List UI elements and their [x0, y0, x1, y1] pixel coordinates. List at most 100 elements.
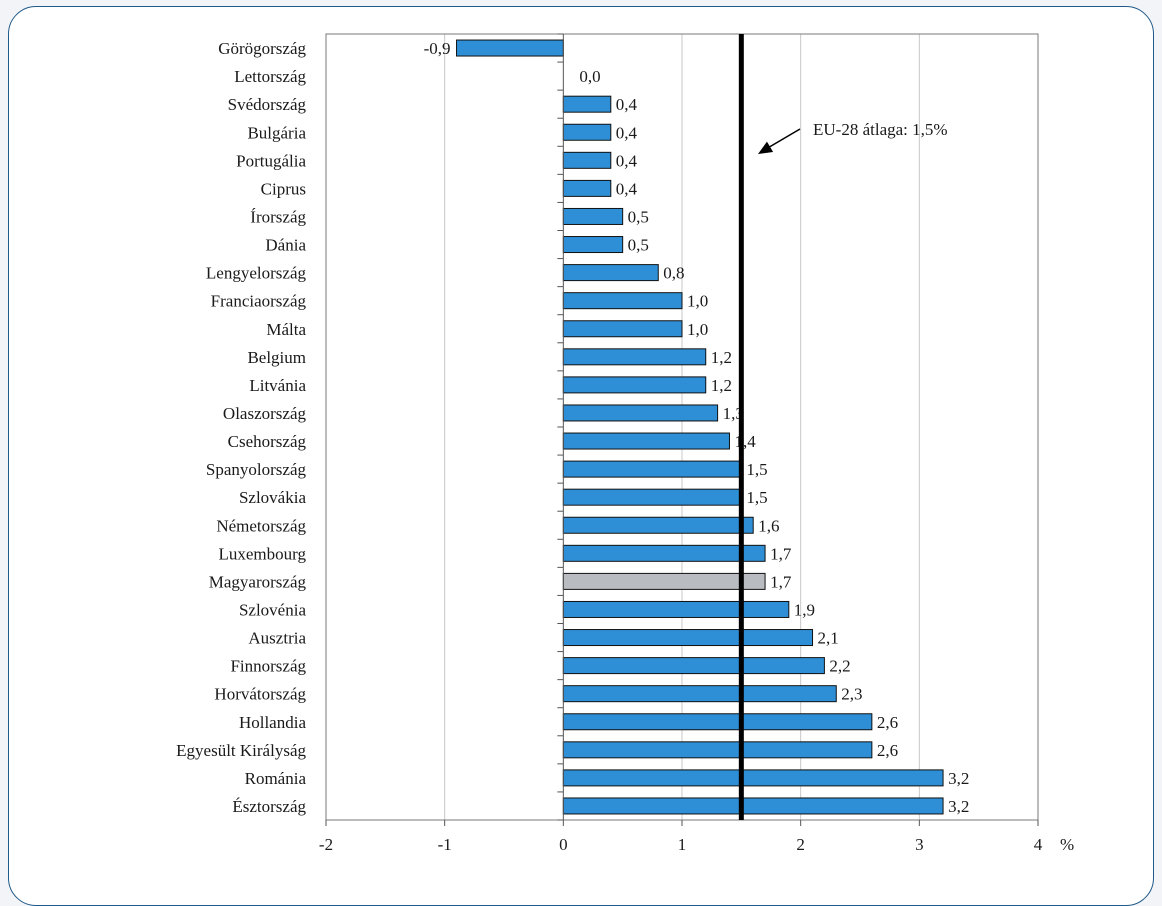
bars [456, 39, 944, 815]
value-label: 0,8 [663, 264, 684, 283]
value-label: 1,2 [711, 348, 732, 367]
value-label: 1,5 [746, 488, 767, 507]
bar [562, 797, 944, 815]
category-label: Írország [250, 207, 306, 226]
value-label: 3,2 [948, 797, 969, 816]
annotation-arrow-head [758, 141, 774, 154]
category-label: Olaszország [223, 404, 307, 423]
x-tick-label: 4 [1034, 835, 1043, 854]
category-label: Bulgária [247, 123, 306, 142]
bar [562, 207, 624, 225]
value-label: 1,9 [794, 600, 815, 619]
bar [562, 95, 612, 113]
bar [562, 264, 659, 282]
bar [562, 657, 825, 675]
category-label: Svédország [228, 95, 307, 114]
value-label: 0,4 [616, 123, 638, 142]
value-label: 2,3 [841, 685, 862, 704]
bar [562, 544, 766, 562]
bar [562, 179, 612, 197]
category-label: Szlovénia [239, 600, 306, 619]
value-label: -0,9 [424, 39, 451, 58]
category-label: Észtország [232, 797, 306, 816]
value-label: 2,6 [877, 713, 898, 732]
value-label: 1,7 [770, 572, 792, 591]
bar-chart: Görögország Lettország Svédország Bulgária P… [176, 33, 1074, 854]
category-label: Belgium [247, 348, 306, 367]
value-label: 1,7 [770, 544, 792, 563]
bar [562, 685, 837, 703]
category-label: Dánia [265, 236, 306, 255]
category-label: Luxembourg [218, 544, 306, 563]
value-label: 1,4 [734, 432, 756, 451]
category-label: Portugália [236, 151, 306, 170]
bar [562, 404, 719, 422]
value-labels: -0,90,00,40,40,40,40,50,50,81,01,01,21,2… [424, 39, 970, 816]
category-label: Málta [266, 320, 306, 339]
bar [562, 151, 612, 169]
axes [325, 33, 1039, 826]
value-label: 0,5 [628, 207, 649, 226]
value-label: 0,4 [616, 151, 638, 170]
x-tick-labels: -2 -1 0 1 2 3 4% [319, 835, 1074, 854]
bar [562, 769, 944, 787]
category-label: Litvánia [249, 376, 306, 395]
bar [562, 713, 873, 731]
value-label: 1,0 [687, 292, 708, 311]
x-tick-label: 0 [559, 835, 568, 854]
reference-annotation: EU-28 átlaga: 1,5% [813, 120, 948, 139]
x-tick-label: 3 [915, 835, 924, 854]
category-label: Egyesült Királyság [176, 741, 306, 760]
x-unit-label: % [1060, 835, 1074, 854]
bar [562, 741, 873, 759]
value-label: 0,4 [616, 179, 638, 198]
category-label: Horvátország [214, 685, 306, 704]
value-label: 1,0 [687, 320, 708, 339]
annotation-arrow-line [765, 128, 801, 150]
bar [562, 516, 754, 534]
value-label: 2,1 [818, 629, 839, 648]
value-label: 2,6 [877, 741, 898, 760]
category-label: Lettország [234, 67, 306, 86]
x-tick-label: 1 [678, 835, 687, 854]
x-tick-label: -2 [319, 835, 333, 854]
bar [562, 432, 730, 450]
category-label: Németország [216, 516, 306, 535]
category-label: Csehország [228, 432, 307, 451]
bar [562, 123, 612, 141]
category-label: Lengyelország [206, 264, 307, 283]
value-label: 0,5 [628, 236, 649, 255]
value-label: 3,2 [948, 769, 969, 788]
category-label: Ausztria [248, 629, 306, 648]
bar [562, 348, 707, 366]
value-label: 1,3 [723, 404, 744, 423]
category-labels: Görögország Lettország Svédország Bulgária P… [176, 39, 306, 816]
value-label: 0,4 [616, 95, 638, 114]
bar [562, 292, 683, 310]
category-label: Spanyolország [206, 460, 307, 479]
bar [562, 460, 742, 478]
value-label: 2,2 [829, 657, 850, 676]
value-label: 1,2 [711, 376, 732, 395]
category-label: Szlovákia [239, 488, 306, 507]
category-label: Ciprus [261, 179, 306, 198]
bar [562, 376, 707, 394]
category-label: Görögország [218, 39, 306, 58]
value-label: 1,5 [746, 460, 767, 479]
category-label: Románia [245, 769, 307, 788]
bar [562, 320, 683, 338]
bar [562, 488, 742, 506]
bar [562, 629, 814, 647]
x-tick-label: -1 [438, 835, 452, 854]
category-label: Franciaország [211, 292, 307, 311]
x-tick-label: 2 [796, 835, 805, 854]
category-label: Finnország [230, 657, 306, 676]
bar [562, 236, 624, 254]
bar [562, 600, 790, 618]
category-label: Hollandia [239, 713, 306, 732]
reference-line-group: EU-28 átlaga: 1,5% [738, 34, 948, 820]
bar [562, 572, 766, 590]
category-label: Magyarország [209, 572, 307, 591]
bar [456, 39, 564, 57]
value-label: 0,0 [579, 67, 600, 86]
